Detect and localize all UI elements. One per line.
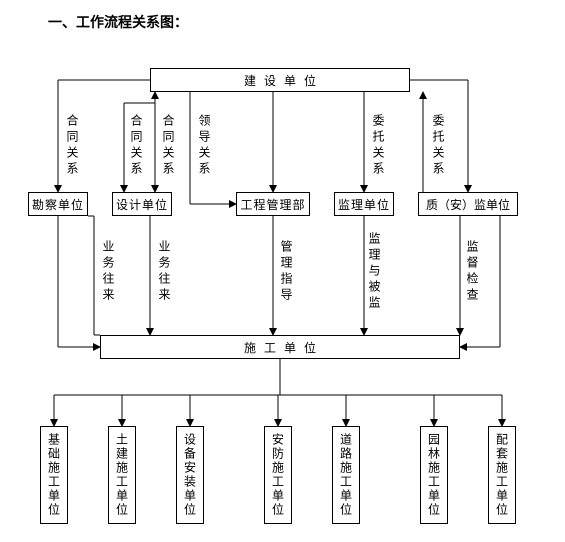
node-mgmt: 工程管理部 <box>236 192 310 216</box>
edge-label-inspect: 监督检查 <box>464 240 481 304</box>
node-b7: 配套施工单位 <box>488 426 516 524</box>
node-b6: 园林施工单位 <box>420 426 448 524</box>
node-b1: 基础施工单位 <box>40 426 68 524</box>
node-survey: 勘察单位 <box>28 192 88 216</box>
node-construction: 施工单位 <box>100 335 460 359</box>
edge-label-entrust-1: 委托关系 <box>370 114 387 178</box>
edge-label-contract-3: 合同关系 <box>160 114 177 178</box>
page-title: 一、工作流程关系图： <box>48 12 188 32</box>
node-supervise: 监理单位 <box>334 192 394 216</box>
node-quality: 质（安）监单位 <box>418 192 518 216</box>
edge-label-contract-2: 合同关系 <box>128 114 145 178</box>
node-top: 建设单位 <box>150 68 410 92</box>
edge-label-entrust-2: 委托关系 <box>430 114 447 178</box>
edge-label-biz-1: 业务往来 <box>100 240 117 304</box>
edge-label-lead: 领导关系 <box>196 114 213 178</box>
edge-label-manage: 管理指导 <box>278 240 295 304</box>
node-b4: 安防施工单位 <box>264 426 292 524</box>
node-b2: 土建施工单位 <box>108 426 136 524</box>
edge-label-supervised: 监理与被监 <box>366 232 383 312</box>
node-b3: 设备安装单位 <box>176 426 204 524</box>
edge-label-biz-2: 业务往来 <box>156 240 173 304</box>
edge-label-contract-1: 合同关系 <box>64 114 81 178</box>
node-design: 设计单位 <box>112 192 172 216</box>
node-b5: 道路施工单位 <box>332 426 360 524</box>
